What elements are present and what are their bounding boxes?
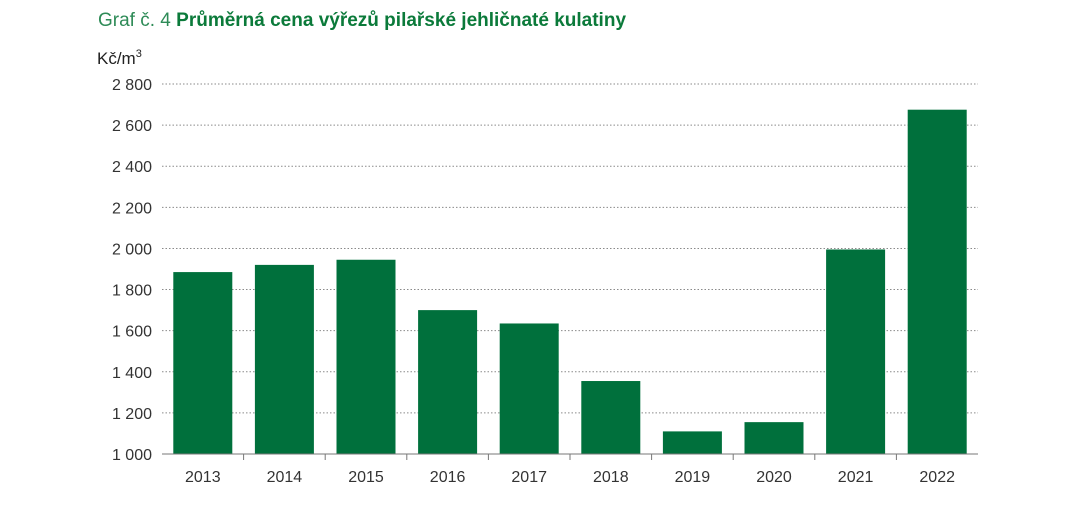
bar-2013 bbox=[173, 272, 233, 454]
y-tick-label: 1 800 bbox=[112, 283, 152, 300]
y-tick-label: 2 600 bbox=[112, 118, 152, 135]
x-tick-label: 2017 bbox=[511, 469, 547, 486]
x-tick-label: 2018 bbox=[593, 469, 629, 486]
bar-2017 bbox=[499, 323, 559, 454]
bar-2020 bbox=[744, 422, 804, 454]
y-tick-label: 1 000 bbox=[112, 447, 152, 464]
x-axis-ticks: 2013 2014 2015 2016 2017 2018 2019 2020 2021 2022 bbox=[185, 454, 955, 486]
bars bbox=[173, 109, 967, 454]
x-tick-label: 2016 bbox=[430, 469, 466, 486]
bar-2016 bbox=[418, 310, 478, 454]
y-axis-unit-label: Kč/m3 bbox=[97, 48, 142, 68]
y-tick-label: 1 600 bbox=[112, 324, 152, 341]
y-tick-label: 2 000 bbox=[112, 241, 152, 258]
y-tick-label: 1 400 bbox=[112, 365, 152, 382]
bar-2021 bbox=[826, 249, 886, 454]
y-tick-label: 2 800 bbox=[112, 77, 152, 94]
bar-2018 bbox=[581, 381, 641, 454]
x-tick-label: 2015 bbox=[348, 469, 384, 486]
bar-2014 bbox=[254, 264, 314, 454]
x-tick-label: 2021 bbox=[838, 469, 874, 486]
bar-2019 bbox=[662, 431, 722, 454]
bar-2015 bbox=[336, 259, 396, 454]
chart-title-main: Průměrná cena výřezů pilařské jehličnaté… bbox=[176, 10, 627, 31]
y-axis-ticks: 1 000 1 200 1 400 1 600 1 800 2 000 2 200 2 400… bbox=[112, 77, 152, 464]
chart-title-prefix: Graf č. 4 bbox=[98, 10, 171, 31]
y-tick-label: 2 200 bbox=[112, 200, 152, 217]
y-tick-label: 2 400 bbox=[112, 159, 152, 176]
x-tick-label: 2022 bbox=[919, 469, 955, 486]
bar-2022 bbox=[907, 109, 967, 454]
y-tick-label: 1 200 bbox=[112, 406, 152, 423]
x-tick-label: 2014 bbox=[267, 469, 303, 486]
chart-title: Graf č. 4 Průměrná cena výřezů pilařské … bbox=[98, 10, 626, 32]
x-tick-label: 2013 bbox=[185, 469, 221, 486]
x-tick-label: 2020 bbox=[756, 469, 792, 486]
x-tick-label: 2019 bbox=[675, 469, 711, 486]
